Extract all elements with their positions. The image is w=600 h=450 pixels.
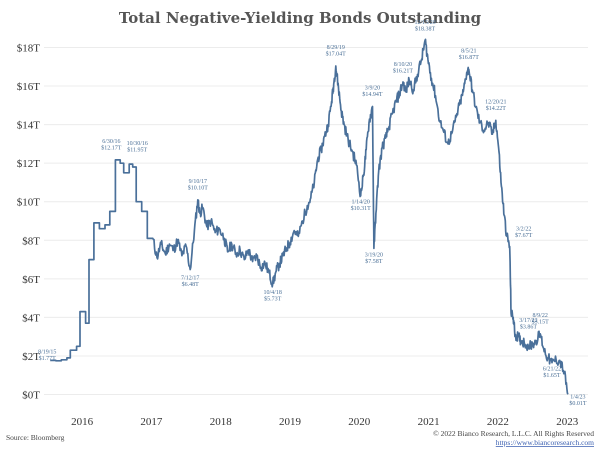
annotation-value: $11.95T — [127, 147, 147, 154]
annotation-date: 8/5/21 — [461, 48, 476, 54]
x-tick-label: 2017 — [140, 416, 163, 428]
y-tick-label: $0T — [22, 390, 40, 402]
annotation-date: 12/15/20 — [414, 20, 435, 26]
annotations: 8/19/15$1.77T 6/30/16$12.17T 10/30/16$11.9… — [38, 20, 587, 407]
annotation-value: $7.58T — [365, 258, 383, 265]
annotation-value: $10.31T — [351, 205, 372, 212]
annotation-date: 7/12/17 — [181, 276, 199, 282]
y-tick-label: $6T — [22, 274, 40, 286]
y-tick-label: $18T — [17, 42, 41, 54]
annotation-date: 8/10/20 — [394, 62, 412, 68]
y-tick-label: $10T — [17, 197, 41, 209]
series-line — [50, 38, 569, 395]
annotation-value: $17.04T — [326, 51, 347, 58]
annotation-value: $0.01T — [569, 400, 587, 407]
annotation-date: 3/17/22 — [519, 318, 537, 324]
annotation-value: $3.15T — [532, 318, 550, 325]
annotation-value: $12.17T — [101, 144, 122, 151]
website-link[interactable]: https://www.biancoresearch.com — [496, 438, 594, 447]
annotation-date: 8/9/22 — [533, 313, 548, 319]
annotation-date: 8/19/15 — [38, 349, 56, 355]
x-tick-label: 2021 — [418, 416, 440, 428]
y-tick-label: $8T — [22, 235, 40, 247]
annotation-value: $5.73T — [264, 296, 282, 303]
annotation-value: $3.86T — [520, 324, 538, 331]
source-note: Source: Bloomberg — [6, 433, 65, 442]
annotation-date: 1/4/23 — [570, 394, 585, 400]
annotation-value: $6.48T — [182, 281, 200, 288]
x-tick-label: 2018 — [210, 416, 233, 428]
x-tick-label: 2016 — [71, 416, 94, 428]
annotation-date: 10/4/18 — [264, 290, 282, 296]
annotation-date: 6/21/22 — [543, 367, 561, 373]
y-tick-label: $12T — [17, 158, 41, 170]
series-layer — [50, 38, 569, 395]
annotation-value: $14.94T — [362, 91, 383, 98]
annotation-date: 3/9/20 — [365, 85, 380, 91]
annotation-value: $14.22T — [486, 105, 507, 112]
annotation-value: $7.67T — [515, 232, 533, 239]
annotation-date: 1/14/20 — [352, 200, 370, 206]
annotation-value: $16.21T — [393, 68, 414, 75]
annotation-date: 3/19/20 — [365, 252, 383, 258]
annotation-date: 9/10/17 — [189, 179, 207, 185]
annotation-date: 6/30/16 — [102, 139, 120, 145]
y-tick-label: $2T — [22, 351, 40, 363]
y-tick-label: $16T — [17, 81, 41, 93]
x-tick-label: 2019 — [279, 416, 302, 428]
annotation-value: $16.87T — [459, 54, 480, 61]
annotation-date: 8/29/19 — [327, 45, 345, 51]
y-tick-label: $14T — [17, 120, 41, 132]
copyright-note: © 2022 Bianco Research, L.L.C. All Right… — [433, 429, 594, 438]
annotation-value: $1.77T — [39, 355, 57, 362]
x-tick-label: 2023 — [556, 416, 579, 428]
x-tick-label: 2020 — [348, 416, 371, 428]
chart-title: Total Negative-Yielding Bonds Outstandin… — [119, 9, 482, 27]
x-tick-label: 2022 — [487, 416, 509, 428]
annotation-value: $18.38T — [415, 26, 436, 33]
annotation-date: 10/30/16 — [127, 141, 148, 147]
annotation-value: $10.10T — [188, 184, 209, 191]
y-tick-label: $4T — [22, 312, 40, 324]
annotation-date: 3/2/22 — [516, 227, 531, 233]
grid — [44, 46, 588, 396]
y-axis: $0T $2T $4T $6T $8T $10T $12T $14T $16T $18T — [17, 42, 41, 401]
annotation-date: 12/20/21 — [485, 99, 506, 105]
x-axis: 2016 2017 2018 2019 2020 2021 2022 2023 — [71, 416, 579, 428]
annotation-value: $1.65T — [543, 372, 561, 379]
